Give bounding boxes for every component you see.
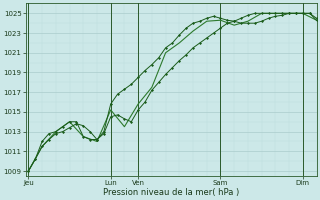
X-axis label: Pression niveau de la mer( hPa ): Pression niveau de la mer( hPa )	[103, 188, 239, 197]
